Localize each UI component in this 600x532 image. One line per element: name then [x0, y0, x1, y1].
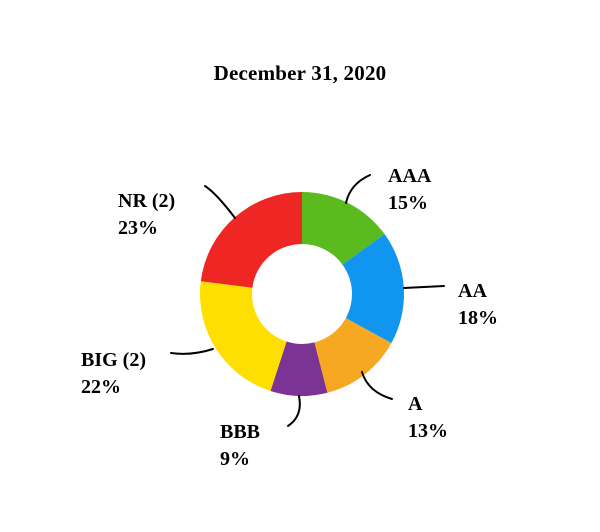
leader-line-a: [361, 371, 393, 400]
slice-label-nr-name: NR (2): [118, 190, 176, 212]
slice-label-aaa: AAA 15%: [388, 163, 431, 217]
slice-label-aa: AA 18%: [458, 278, 498, 332]
slice-label-big: BIG (2) 22%: [81, 347, 146, 401]
slice-label-aa-name: AA: [458, 280, 487, 302]
slice-nr-2: [200, 191, 302, 288]
slice-label-aaa-name: AAA: [388, 165, 432, 187]
slice-label-bbb-name: BBB: [220, 421, 261, 443]
slice-label-nr: NR (2) 23%: [118, 188, 175, 242]
donut-slices: [199, 191, 404, 397]
leader-line-aa: [403, 285, 445, 289]
slice-label-bbb: BBB 9%: [220, 419, 260, 473]
slice-aaa: [302, 192, 385, 265]
slice-label-a: A 13%: [408, 391, 448, 445]
slice-big-2: [199, 281, 287, 392]
slice-label-a-name: A: [408, 393, 423, 415]
leader-line-nr: [204, 185, 236, 219]
slice-aa: [342, 234, 404, 344]
slice-label-big-pct: 22%: [81, 376, 121, 398]
slice-a: [314, 318, 392, 393]
leader-line-bbb: [287, 395, 301, 427]
slice-label-a-pct: 13%: [408, 420, 448, 442]
slice-label-nr-pct: 23%: [118, 217, 158, 239]
slice-label-bbb-pct: 9%: [220, 448, 250, 470]
slice-label-aa-pct: 18%: [458, 307, 498, 329]
leader-line-big: [170, 348, 214, 355]
chart-title: December 31, 2020: [213, 61, 387, 85]
leader-line-aaa: [345, 174, 371, 204]
slice-label-aaa-pct: 15%: [388, 192, 428, 214]
slice-bbb: [270, 341, 328, 397]
leader-lines: [170, 174, 445, 427]
slice-label-big-name: BIG (2): [81, 349, 146, 371]
